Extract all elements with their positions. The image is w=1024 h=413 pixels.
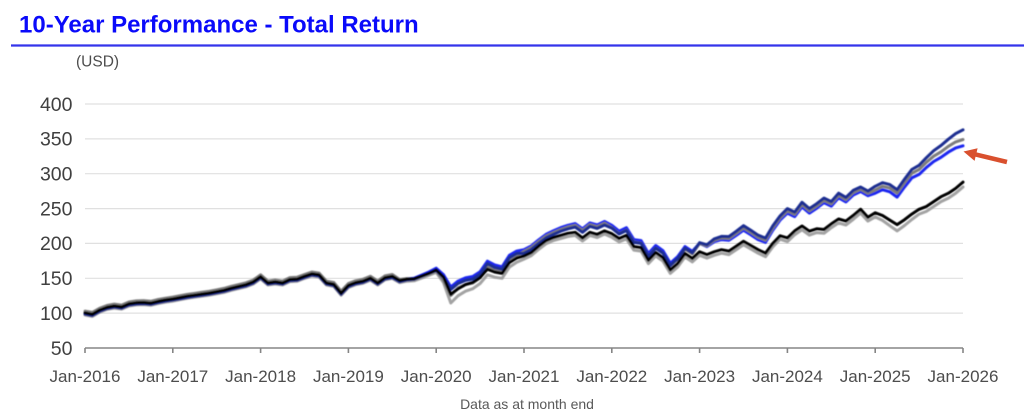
svg-text:Jan-2019: Jan-2019: [313, 367, 384, 386]
svg-text:250: 250: [40, 198, 73, 220]
svg-text:Jan-2025: Jan-2025: [840, 367, 911, 386]
svg-text:200: 200: [40, 233, 73, 255]
svg-text:Data as at month end: Data as at month end: [460, 396, 594, 412]
svg-text:350: 350: [40, 129, 73, 151]
svg-text:Jan-2026: Jan-2026: [928, 367, 999, 386]
svg-text:50: 50: [51, 338, 73, 360]
svg-text:Jan-2024: Jan-2024: [752, 367, 823, 386]
svg-text:150: 150: [40, 268, 73, 290]
svg-text:Jan-2017: Jan-2017: [137, 367, 208, 386]
svg-text:Jan-2018: Jan-2018: [225, 367, 296, 386]
svg-text:100: 100: [40, 303, 73, 325]
svg-text:Jan-2020: Jan-2020: [401, 367, 472, 386]
svg-text:300: 300: [40, 164, 73, 186]
svg-text:Jan-2022: Jan-2022: [576, 367, 647, 386]
svg-text:Jan-2016: Jan-2016: [50, 367, 121, 386]
svg-text:400: 400: [40, 94, 73, 116]
svg-text:10-Year Performance - Total Re: 10-Year Performance - Total Return: [19, 12, 419, 39]
svg-text:Jan-2023: Jan-2023: [664, 367, 735, 386]
svg-text:Jan-2021: Jan-2021: [489, 367, 560, 386]
svg-text:(USD): (USD): [76, 54, 119, 71]
